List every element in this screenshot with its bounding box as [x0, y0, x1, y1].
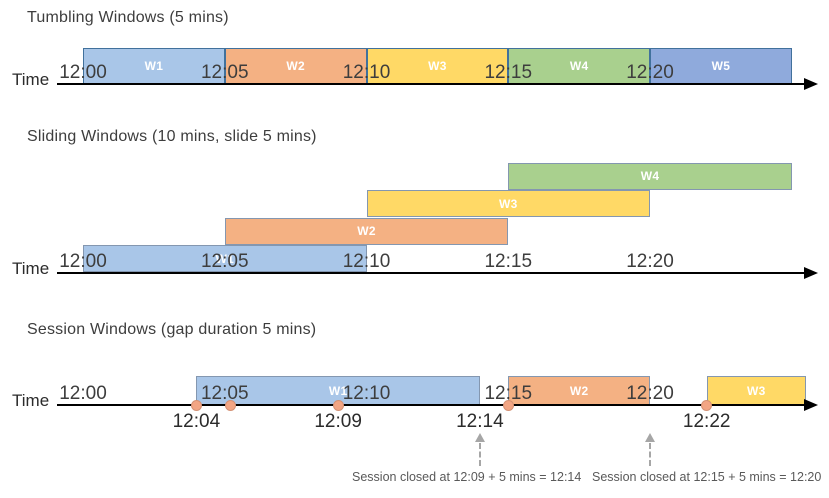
- event-dot: [502, 399, 514, 411]
- event-dot: [701, 399, 713, 411]
- session-axis-line: [57, 404, 805, 406]
- window-label-w4: W4: [569, 59, 589, 73]
- session-tick-1215: 12:15: [484, 383, 533, 404]
- session-close-arrow-line: [478, 443, 481, 466]
- event-dot: [332, 399, 344, 411]
- event-time-label: 12:09: [314, 411, 362, 432]
- window-label-w4: W4: [640, 169, 660, 183]
- session-tick-1210: 12:10: [342, 383, 391, 404]
- tumbling-window-w5: W5: [650, 48, 792, 84]
- event-time-label: 12:22: [682, 411, 731, 432]
- session-window-w3: W3: [706, 376, 806, 405]
- tumbling-tick-1220: 12:20: [626, 62, 674, 83]
- sliding-window-w3: W3: [366, 190, 650, 217]
- tumbling-window-w1: W1: [83, 48, 225, 84]
- section-title-session: Session Windows (gap duration 5 mins): [27, 321, 317, 338]
- tumbling-axis-arrowhead-icon: [804, 78, 818, 90]
- window-label-w1: W1: [328, 383, 348, 398]
- sliding-axis-arrowhead-icon: [804, 267, 818, 279]
- session-axis-arrowhead-icon: [804, 399, 818, 411]
- tumbling-axis-line: [57, 83, 805, 85]
- sliding-tick-1200: 12:00: [59, 251, 107, 272]
- sliding-tick-1220: 12:20: [626, 251, 674, 272]
- time-axis-label-sliding: Time: [12, 259, 50, 278]
- tumbling-window-w3: W3: [366, 48, 509, 84]
- session-close-note: Session closed at 12:15 + 5 mins = 12:20: [592, 470, 822, 484]
- event-dot: [224, 399, 236, 411]
- tumbling-tick-1205: 12:05: [200, 62, 249, 83]
- sliding-window-w2: W2: [224, 217, 509, 245]
- session-close-arrowhead-icon: [474, 433, 485, 442]
- window-label-w3: W3: [498, 196, 518, 211]
- event-dot: [190, 399, 202, 411]
- section-title-sliding: Sliding Windows (10 mins, slide 5 mins): [27, 128, 317, 145]
- sliding-tick-1205: 12:05: [200, 251, 249, 272]
- sliding-window-w1: W1: [83, 245, 367, 272]
- window-label-w1: W1: [144, 59, 164, 73]
- window-label-w1: W1: [215, 251, 235, 266]
- session-close-note: Session closed at 12:09 + 5 mins = 12:14: [352, 470, 582, 484]
- sliding-axis-line: [57, 272, 805, 274]
- session-tick-1205: 12:05: [200, 383, 249, 404]
- time-axis-label-tumbling: Time: [12, 70, 50, 89]
- window-label-w5: W5: [711, 59, 731, 73]
- event-time-label: 12:04: [172, 411, 221, 432]
- tumbling-tick-1200: 12:00: [59, 62, 107, 83]
- session-close-arrowhead-icon: [645, 433, 655, 442]
- tumbling-tick-1210: 12:10: [342, 62, 391, 83]
- window-label-w2: W2: [569, 383, 589, 398]
- session-close-arrow-line: [649, 443, 651, 466]
- window-label-w2: W2: [357, 224, 376, 238]
- window-label-w3: W3: [428, 59, 447, 73]
- window-label-w2: W2: [286, 59, 305, 73]
- tumbling-tick-1215: 12:15: [484, 62, 533, 83]
- sliding-tick-1210: 12:10: [342, 251, 391, 272]
- sliding-tick-1215: 12:15: [484, 251, 533, 272]
- session-tick-1220: 12:20: [626, 383, 674, 404]
- time-axis-label-session: Time: [12, 391, 50, 410]
- sliding-window-w4: W4: [508, 162, 792, 190]
- event-time-label: 12:14: [456, 411, 504, 432]
- section-title-tumbling: Tumbling Windows (5 mins): [27, 9, 229, 26]
- session-tick-1200: 12:00: [59, 383, 107, 404]
- window-label-w3: W3: [746, 383, 766, 398]
